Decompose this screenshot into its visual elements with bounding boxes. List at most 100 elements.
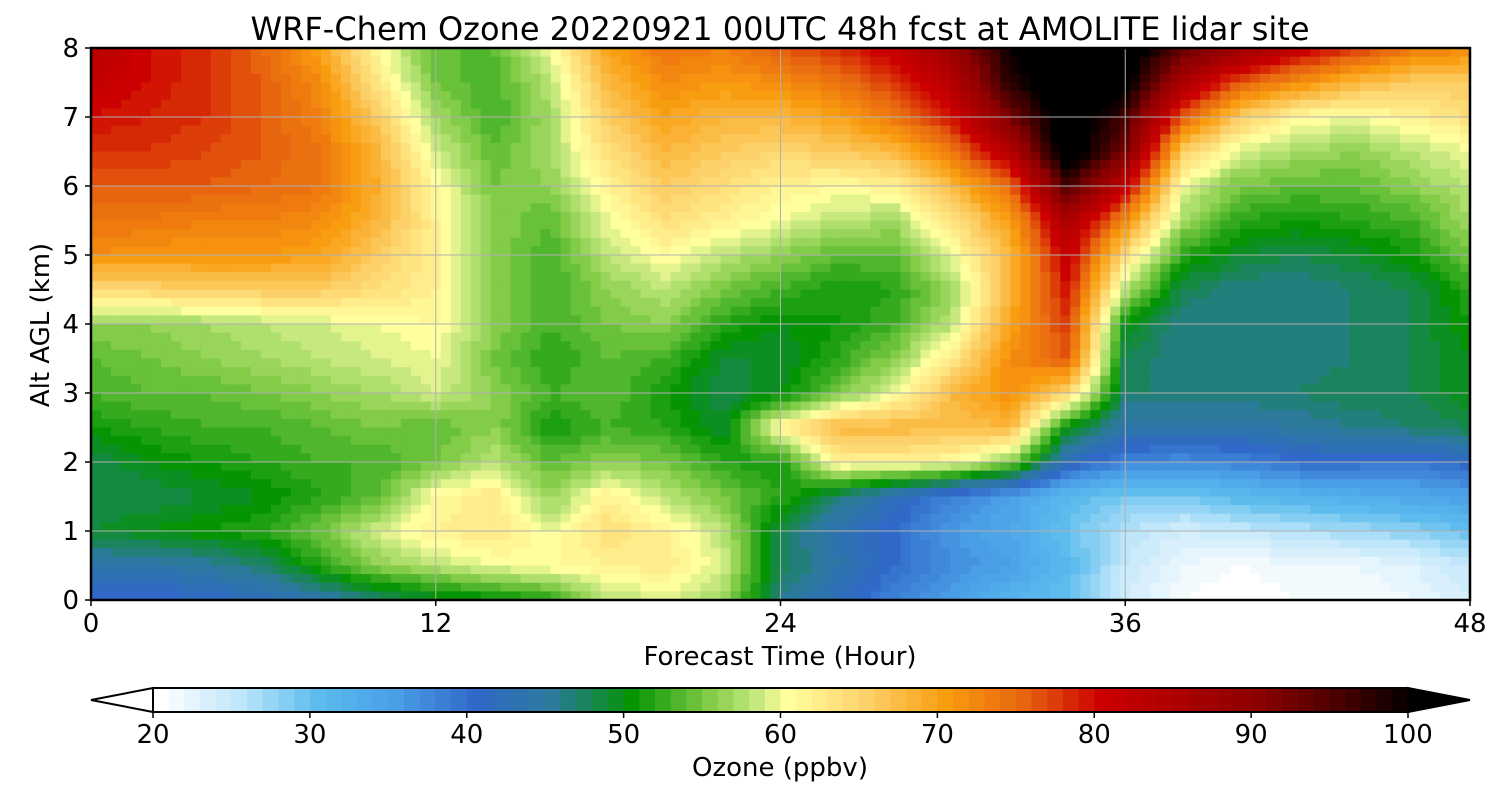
heatmap-cell [1210,203,1221,213]
heatmap-cell [1390,306,1401,316]
heatmap-cell [810,117,822,127]
heatmap-cell [420,168,432,178]
heatmap-cell [1350,229,1361,239]
heatmap-cell [1170,177,1181,187]
heatmap-cell [840,203,852,213]
heatmap-cell [970,117,981,127]
heatmap-cell [1400,134,1411,144]
heatmap-cell [390,108,402,118]
heatmap-cell [740,160,752,170]
heatmap-cell [920,186,931,196]
heatmap-cell [390,168,402,178]
heatmap-cell [1380,211,1391,222]
heatmap-cell [1090,263,1101,273]
heatmap-cell [1430,160,1441,170]
heatmap-cell [250,332,262,342]
heatmap-cell [550,168,562,178]
heatmap-cell [210,125,222,135]
heatmap-cell [1190,160,1201,170]
heatmap-cell [540,168,552,178]
heatmap-cell [160,280,172,291]
heatmap-cell [370,142,382,153]
heatmap-cell [1320,315,1331,325]
heatmap-cell [340,65,352,75]
heatmap-cell [990,125,1001,135]
heatmap-cell [1030,134,1041,144]
heatmap-cell [820,349,832,360]
heatmap-cell [670,91,682,101]
heatmap-cell [460,324,472,334]
heatmap-cell [1080,160,1091,170]
heatmap-cell [710,289,722,299]
heatmap-cell [1420,194,1431,204]
heatmap-cell [860,168,872,178]
heatmap-cell [1450,289,1461,299]
heatmap-cell [170,65,182,75]
heatmap-cell [150,48,162,58]
heatmap-cell [450,65,462,75]
heatmap-cell [850,211,862,222]
heatmap-cell [1060,263,1071,273]
heatmap-cell [1080,194,1091,204]
heatmap-cell [160,99,172,109]
heatmap-cell [920,125,931,135]
heatmap-cell [160,349,172,360]
heatmap-cell [410,82,422,92]
heatmap-cell [1270,203,1281,213]
heatmap-cell [640,211,652,222]
heatmap-cell [200,48,212,58]
heatmap-cell [1310,151,1321,161]
heatmap-cell [280,237,292,247]
heatmap-cell [1460,289,1471,299]
heatmap-cell [900,73,911,84]
heatmap-cell [1160,151,1171,161]
heatmap-cell [540,280,552,291]
heatmap-cell [1310,186,1321,196]
heatmap-cell [1280,272,1291,282]
heatmap-cell [540,56,552,66]
heatmap-cell [1070,272,1081,282]
heatmap-cell [1420,82,1431,92]
heatmap-cell [1160,229,1171,239]
heatmap-cell [610,263,622,273]
heatmap-cell [710,186,722,196]
heatmap-cell [1420,125,1431,135]
heatmap-cell [1290,108,1301,118]
heatmap-cell [1360,125,1371,135]
heatmap-cell [570,332,582,342]
heatmap-cell [530,134,542,144]
heatmap-cell [800,220,812,230]
heatmap-cell [980,246,991,256]
heatmap-cell [1250,211,1261,222]
heatmap-cell [1090,220,1101,230]
heatmap-cell [660,341,672,351]
heatmap-cell [930,306,941,316]
heatmap-cell [620,229,632,239]
heatmap-cell [1390,108,1401,118]
heatmap-cell [1300,48,1311,58]
heatmap-cell [620,151,632,161]
heatmap-cell [1200,272,1211,282]
heatmap-cell [860,56,872,66]
heatmap-cell [380,237,392,247]
heatmap-cell [550,272,562,282]
heatmap-cell [420,186,432,196]
heatmap-cell [1150,177,1161,187]
heatmap-cell [150,332,162,342]
heatmap-cell [680,349,692,360]
heatmap-cell [850,168,862,178]
heatmap-cell [560,306,572,316]
heatmap-cell [960,203,971,213]
heatmap-cell [1430,142,1441,153]
heatmap-cell [1400,117,1411,127]
heatmap-cell [260,211,272,222]
heatmap-cell [1400,91,1411,101]
heatmap-cell [520,237,532,247]
heatmap-cell [780,65,792,75]
heatmap-cell [400,117,412,127]
heatmap-cell [340,203,352,213]
heatmap-cell [910,117,921,127]
heatmap-cell [910,160,921,170]
heatmap-cell [160,298,172,308]
heatmap-cell [990,220,1001,230]
